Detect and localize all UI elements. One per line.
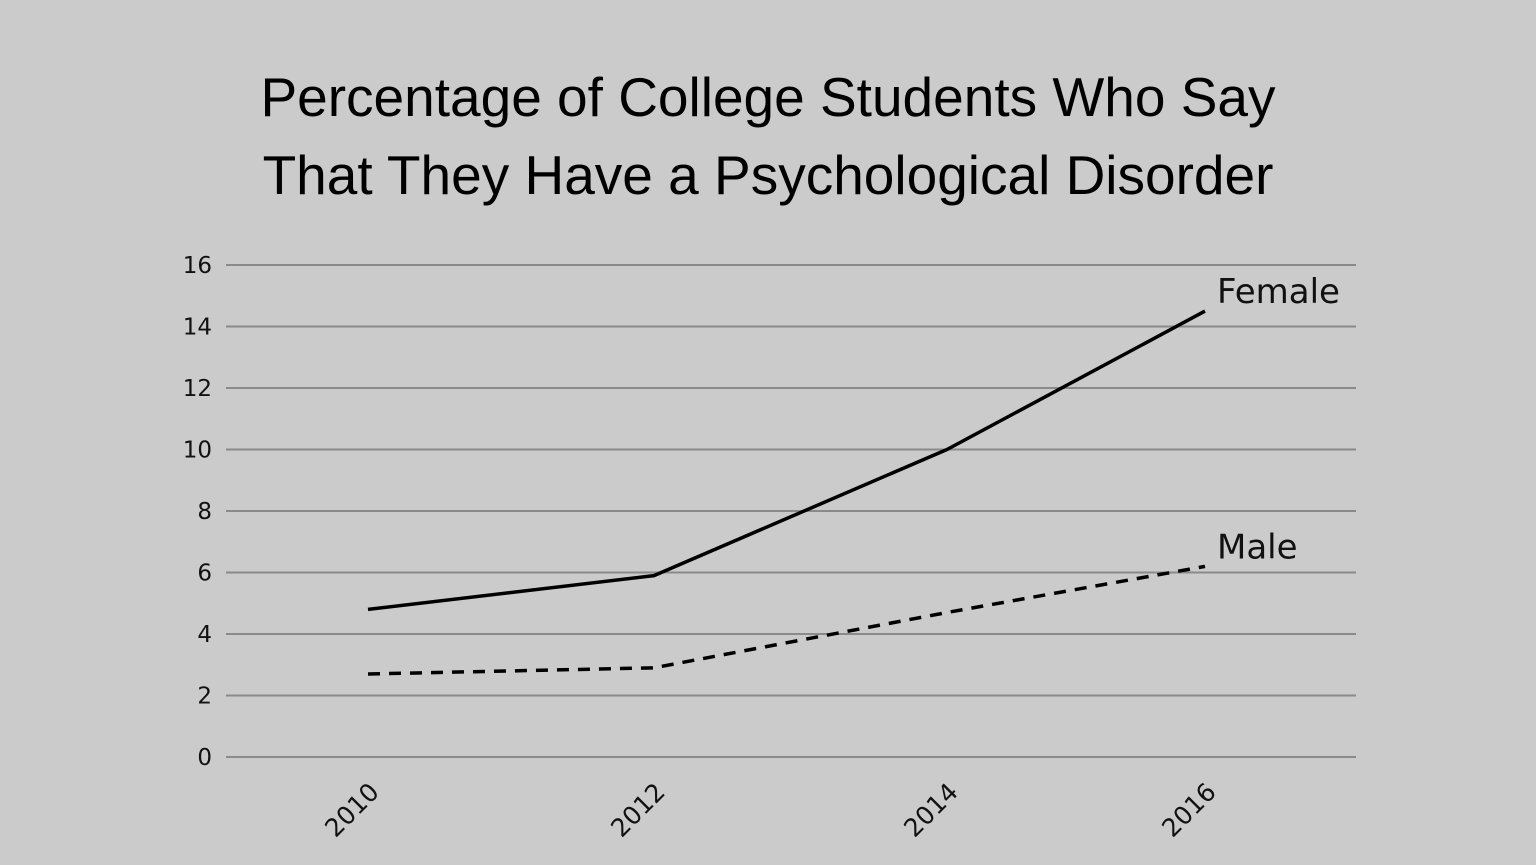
chart-title: Percentage of College Students Who Say T… bbox=[0, 58, 1536, 214]
series-label-female: Female bbox=[1217, 272, 1340, 312]
y-tick-label: 2 bbox=[197, 684, 212, 710]
x-tick-label: 2010 bbox=[319, 777, 384, 842]
y-tick-label: 16 bbox=[183, 253, 212, 279]
x-axis-ticks: 2010 2012 2014 2016 bbox=[319, 777, 1221, 842]
series-label-male: Male bbox=[1217, 527, 1298, 567]
chart-title-line-2: That They Have a Psychological Disorder bbox=[262, 144, 1274, 206]
y-tick-label: 4 bbox=[197, 622, 212, 648]
chart-title-line-1: Percentage of College Students Who Say bbox=[260, 66, 1276, 128]
series-lines bbox=[367, 309, 1206, 676]
y-tick-label: 14 bbox=[183, 315, 212, 341]
y-tick-label: 10 bbox=[183, 438, 212, 464]
series-line-female bbox=[367, 309, 1206, 612]
x-tick-label: 2016 bbox=[1156, 777, 1221, 842]
y-tick-label: 12 bbox=[183, 376, 212, 402]
y-tick-label: 8 bbox=[197, 499, 212, 525]
x-tick-label: 2014 bbox=[898, 777, 963, 842]
gridlines bbox=[226, 264, 1356, 758]
y-tick-label: 0 bbox=[197, 745, 212, 771]
series-line-male bbox=[367, 564, 1206, 676]
y-tick-label: 6 bbox=[197, 561, 212, 587]
series-labels: Female Male bbox=[1217, 272, 1340, 567]
y-axis-ticks: 0 2 4 6 8 10 12 14 16 bbox=[183, 253, 212, 771]
x-tick-label: 2012 bbox=[605, 777, 670, 842]
